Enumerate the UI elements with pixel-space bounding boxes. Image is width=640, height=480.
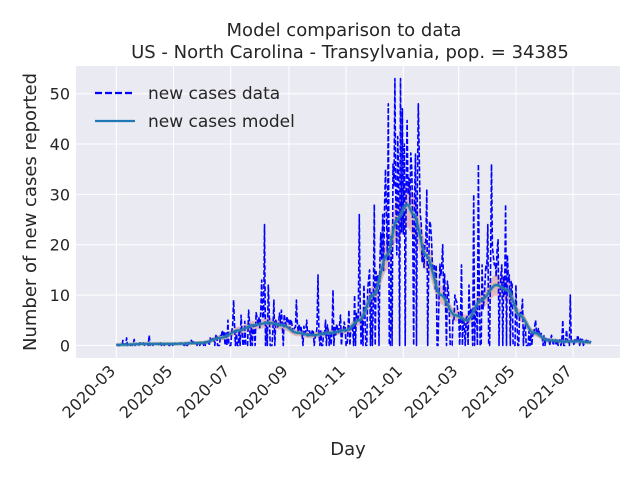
x-tick-label: 2021-05 xyxy=(458,361,519,422)
legend-data-label: new cases data xyxy=(148,84,280,104)
model-line xyxy=(116,203,591,346)
y-tick-label: 40 xyxy=(50,135,70,154)
x-tick-label: 2020-07 xyxy=(173,361,234,422)
legend: new cases data new cases model xyxy=(95,84,295,132)
y-tick-label: 20 xyxy=(50,236,70,255)
chart-title: Model comparison to data xyxy=(227,20,462,41)
legend-model-label: new cases model xyxy=(148,112,295,132)
x-tick-label: 2021-07 xyxy=(515,361,576,422)
y-tick-labels: 0 10 20 30 40 50 xyxy=(50,85,70,356)
y-tick-label: 0 xyxy=(60,336,70,355)
x-axis-label: Day xyxy=(330,439,366,460)
x-tick-label: 2020-11 xyxy=(288,361,349,422)
new-cases-data-series xyxy=(116,77,592,347)
chart-subtitle: US - North Carolina - Transylvania, pop.… xyxy=(131,42,569,63)
data-line xyxy=(116,77,592,347)
y-tick-label: 50 xyxy=(50,85,70,104)
grid xyxy=(76,66,620,358)
y-axis-label: Number of new cases reported xyxy=(20,73,41,351)
x-tick-label: 2021-03 xyxy=(401,361,462,422)
y-tick-label: 10 xyxy=(50,286,70,305)
x-tick-labels: 2020-032020-052020-072020-092020-112021-… xyxy=(58,361,575,422)
plot-background xyxy=(76,66,620,358)
x-tick-label: 2020-09 xyxy=(231,361,292,422)
new-cases-model-series xyxy=(116,202,591,347)
x-tick-label: 2020-05 xyxy=(116,361,177,422)
x-tick-label: 2021-01 xyxy=(345,361,406,422)
y-tick-label: 30 xyxy=(50,185,70,204)
x-tick-label: 2020-03 xyxy=(58,361,119,422)
